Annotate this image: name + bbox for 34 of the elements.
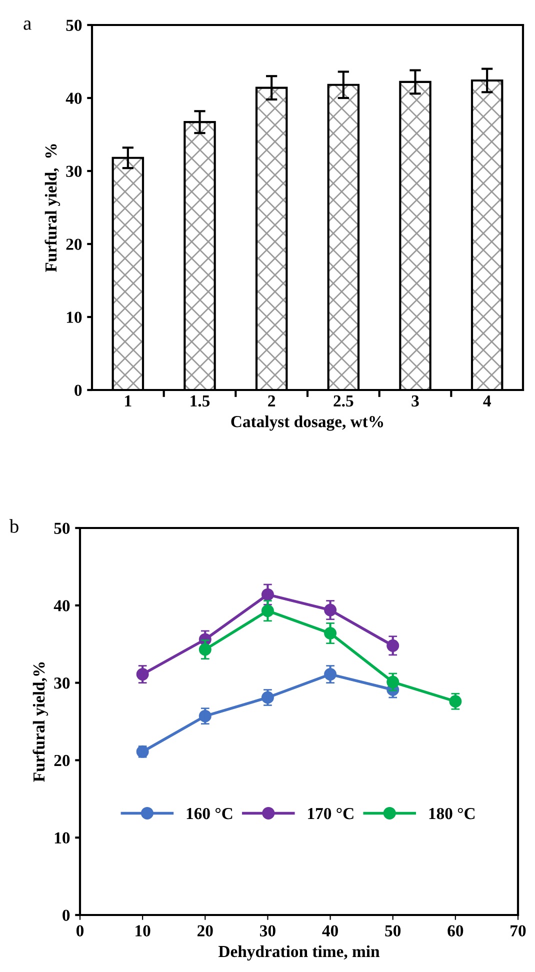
y-tick-label: 50 — [54, 522, 70, 534]
y-tick-label: 0 — [74, 384, 82, 396]
x-tick-label: 2.5 — [334, 395, 354, 407]
x-tick-label: 4 — [483, 395, 491, 406]
x-tick-label: 30 — [260, 925, 276, 936]
x-tick-label: 50 — [385, 925, 401, 936]
y-tick-label: 50 — [66, 20, 82, 31]
x-tick-label: 20 — [198, 925, 213, 936]
legend-label: 160 °C — [186, 808, 232, 820]
y-tick-label: 10 — [54, 832, 70, 844]
y-tick-label: 40 — [54, 600, 70, 612]
x-tick-label: 40 — [322, 925, 338, 936]
x-tick-label: 3 — [412, 395, 419, 407]
legend-label: 170 °C — [308, 808, 354, 820]
x-tick-label: 2 — [268, 395, 276, 406]
y-tick-label: 10 — [66, 312, 82, 323]
y-tick-label: 30 — [66, 166, 82, 177]
y-tick-label: 20 — [66, 238, 82, 250]
y-tick-label: 0 — [62, 910, 70, 921]
x-tick-label: 10 — [136, 925, 150, 936]
x-tick-label: 1 — [125, 395, 132, 406]
text: b — [9, 519, 18, 533]
x-axis-title: Dehydration time, min — [218, 945, 380, 961]
y-tick-label: 20 — [54, 754, 70, 766]
x-tick-label: 60 — [448, 925, 464, 936]
legend-label: 180 °C — [429, 808, 475, 820]
x-axis-title: Catalyst dosage, wt% — [231, 416, 384, 431]
y-tick-label: 40 — [66, 92, 82, 104]
x-tick-label: 1.5 — [190, 395, 210, 407]
text: a — [24, 20, 32, 30]
y-tick-label: 30 — [54, 678, 70, 689]
y-axis-title: Furfural yield,% — [32, 662, 48, 782]
y-axis-title: Furfural yield, % — [44, 144, 60, 272]
x-tick-label: 70 — [510, 925, 526, 936]
